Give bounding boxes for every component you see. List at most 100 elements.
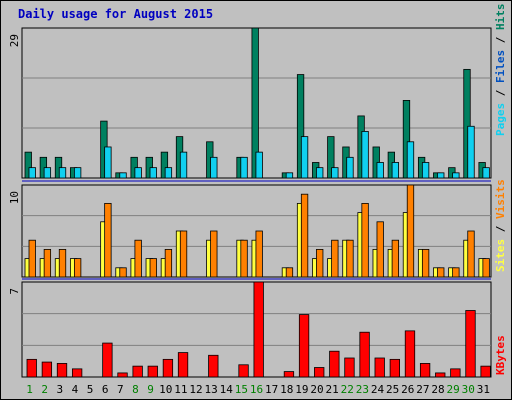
kbytes-bar — [314, 367, 325, 378]
visits-bar — [482, 258, 490, 278]
visits-bar — [255, 230, 263, 278]
kbytes-bar — [147, 365, 158, 378]
x-tick-label: 10 — [159, 383, 172, 396]
x-tick-label: 12 — [189, 383, 202, 396]
kbytes-bar — [41, 361, 53, 378]
x-tick-label: 30 — [462, 383, 475, 396]
kbytes-bar — [162, 358, 174, 378]
visits-bar — [406, 184, 415, 278]
visits-bar — [210, 230, 218, 278]
legend-kbytes: KBytes — [494, 335, 507, 375]
kbytes-bar — [344, 357, 355, 378]
x-tick-label: 22 — [341, 383, 354, 396]
visits-bar — [104, 202, 112, 278]
files-bar — [255, 151, 263, 179]
kbytes-bar — [298, 314, 310, 378]
x-tick-label: 19 — [295, 383, 308, 396]
x-tick-label: 20 — [310, 383, 323, 396]
legend-hits: Hits — [494, 4, 507, 31]
visits-bar — [421, 248, 430, 278]
visits-bar — [452, 267, 460, 278]
hits-bar — [463, 68, 471, 179]
x-tick-label: 18 — [280, 383, 293, 396]
kbytes-bar — [389, 358, 400, 378]
x-tick-label: 14 — [220, 383, 234, 396]
kbytes-bar — [480, 365, 491, 378]
kbytes-bar — [404, 330, 416, 378]
files-bar — [467, 125, 475, 179]
kbytes-bar — [419, 363, 431, 378]
kbytes-bar — [283, 371, 295, 378]
kbytes-bar — [374, 357, 385, 378]
kbytes-bar — [238, 364, 249, 378]
kbytes-bar — [208, 354, 219, 378]
visits-bar — [376, 221, 384, 278]
side-legend: Pages / Files / Hits — [494, 4, 507, 137]
hits-bar — [327, 136, 335, 179]
files-bar — [437, 172, 445, 179]
kbytes-bar — [435, 372, 446, 378]
kbytes-bar — [177, 352, 189, 378]
legend-separator: / — [494, 30, 507, 50]
x-tick-label: 23 — [356, 383, 369, 396]
kbytes-bar — [71, 368, 83, 378]
kbytes-bar — [329, 350, 340, 378]
kbytes-bar — [56, 363, 68, 378]
files-bar — [134, 167, 142, 179]
legend-sites: Sites — [494, 239, 507, 272]
kbytes-bar — [117, 372, 128, 378]
hits-bar — [296, 74, 305, 179]
x-tick-label: 9 — [147, 383, 154, 396]
visits-bar — [240, 239, 248, 278]
files-bar — [300, 136, 309, 179]
files-bar — [406, 141, 415, 179]
legend-files: Files — [494, 50, 507, 83]
x-tick-label: 8 — [132, 383, 139, 396]
x-tick-label: 21 — [326, 383, 339, 396]
kbytes-bar — [253, 281, 264, 378]
files-bar — [58, 167, 67, 179]
visits-bar — [28, 239, 36, 278]
files-bar — [73, 167, 82, 179]
kbytes-bar — [102, 342, 113, 378]
visits-bar — [179, 230, 188, 278]
chart-title: Daily usage for August 2015 — [18, 7, 213, 21]
visits-bar — [316, 248, 324, 278]
files-bar — [149, 167, 157, 179]
x-tick-label: 28 — [431, 383, 444, 396]
files-bar — [452, 172, 460, 179]
x-tick-label: 15 — [235, 383, 248, 396]
x-tick-label: 1 — [26, 383, 33, 396]
kbytes-bar — [26, 358, 37, 378]
hits-bar — [402, 100, 411, 179]
visits-bar — [149, 258, 157, 278]
y-max-label: 29 — [8, 34, 21, 47]
x-tick-label: 25 — [386, 383, 399, 396]
kbytes-bar — [450, 368, 461, 378]
x-tick-label: 16 — [250, 383, 263, 396]
files-bar — [482, 167, 490, 179]
visits-bar — [437, 267, 445, 278]
side-legend: Sites / Visits — [494, 179, 507, 272]
x-tick-label: 27 — [416, 383, 429, 396]
visits-bar — [391, 239, 399, 278]
files-bar — [285, 172, 294, 179]
x-tick-label: 6 — [102, 383, 109, 396]
hits-bar — [251, 27, 259, 179]
files-bar — [210, 156, 218, 179]
visits-bar — [164, 248, 173, 278]
files-bar — [346, 156, 354, 179]
files-bar — [164, 167, 173, 179]
hits-bar — [24, 151, 32, 179]
visits-bar — [119, 267, 127, 278]
y-max-label: 7 — [8, 288, 21, 295]
visits-bar — [467, 230, 475, 278]
visits-bar — [43, 248, 52, 278]
files-bar — [240, 156, 248, 179]
x-tick-label: 4 — [72, 383, 79, 396]
files-bar — [119, 172, 127, 179]
y-max-label: 10 — [8, 191, 21, 204]
files-bar — [43, 167, 52, 179]
kbytes-bar — [359, 331, 370, 378]
